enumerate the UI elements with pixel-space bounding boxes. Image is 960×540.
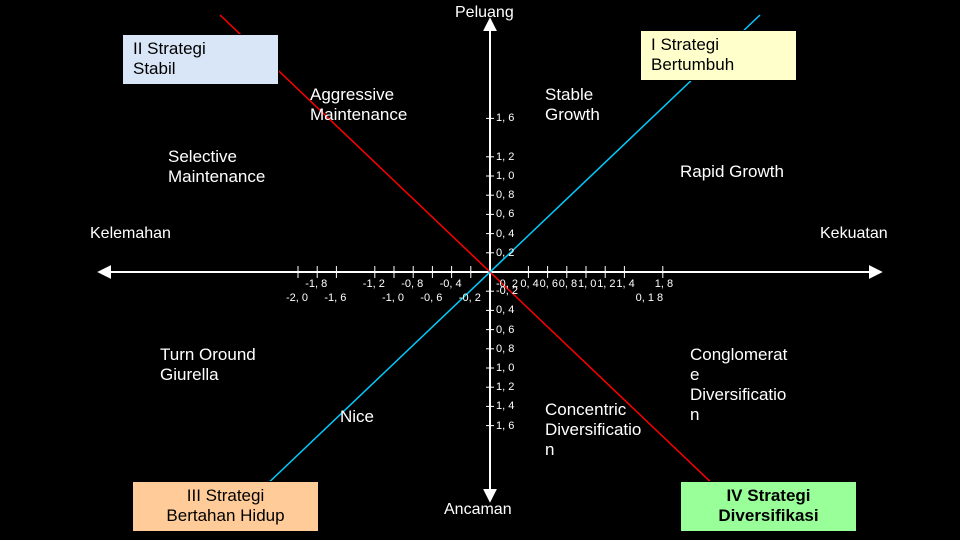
quadrant-3-box: III Strategi Bertahan Hidup	[132, 481, 319, 532]
y-tick-pos-5: 0, 4	[496, 228, 514, 240]
x-tick-neg-8: -0, 2	[459, 292, 481, 304]
x-tick-pos-1: 0, 6	[540, 278, 558, 290]
y-tick-pos-1: 1, 2	[496, 151, 514, 163]
y-tick-neg-4: 1, 0	[496, 362, 514, 374]
x-tick-neg-4: -1, 0	[382, 292, 404, 304]
x-tick-extra: 0, 1 8	[636, 292, 664, 304]
x-tick-neg-3: -1, 2	[363, 278, 385, 290]
y-tick-neg-6: 1, 4	[496, 400, 514, 412]
y-tick-neg-7: 1, 6	[496, 420, 514, 432]
strategy-turn: Turn Oround Giurella	[160, 345, 256, 385]
strategy-aggressive: Aggressive Maintenance	[310, 85, 407, 125]
strategy-nice: Nice	[340, 407, 374, 427]
x-tick-pos-5: 1, 4	[616, 278, 634, 290]
strategy-rapid: Rapid Growth	[680, 162, 784, 182]
x-tick-neg-0: -2, 0	[286, 292, 308, 304]
q2-line2: Stabil	[133, 59, 176, 78]
quadrant-4-box: IV Strategi Diversifikasi	[680, 481, 857, 532]
strategy-selective: Selective Maintenance	[168, 147, 265, 187]
q1-line2: Bertumbuh	[651, 55, 734, 74]
x-tick-neg-7: -0, 4	[440, 278, 462, 290]
strategy-stable: Stable Growth	[545, 85, 600, 125]
q2-line1: II Strategi	[133, 39, 206, 58]
x-tick-neg-1: -1, 8	[305, 278, 327, 290]
x-tick-neg-5: -0, 8	[401, 278, 423, 290]
y-tick-pos-2: 1, 0	[496, 170, 514, 182]
strategy-concentric: Concentric Diversificatio n	[545, 400, 641, 460]
axis-title-left: Kelemahan	[90, 225, 171, 243]
x-tick-neg-6: -0, 6	[420, 292, 442, 304]
q3-line1: III Strategi	[187, 486, 264, 505]
y-tick-neg-1: 0, 4	[496, 304, 514, 316]
y-tick-pos-0: 1, 6	[496, 112, 514, 124]
y-tick-pos-3: 0, 8	[496, 189, 514, 201]
q4-line1: IV Strategi	[726, 486, 810, 505]
y-tick-neg-5: 1, 2	[496, 381, 514, 393]
x-tick-pos-2: 0, 8	[559, 278, 577, 290]
x-tick-pos-3: 1, 0	[578, 278, 596, 290]
x-tick-pos-6: 1, 8	[655, 278, 673, 290]
axis-title-top: Peluang	[455, 4, 514, 22]
quadrant-2-box: II Strategi Stabil	[122, 34, 279, 85]
y-tick-pos-6: 0, 2	[496, 247, 514, 259]
x-tick-neg-2: -1, 6	[324, 292, 346, 304]
q3-line2: Bertahan Hidup	[166, 506, 284, 525]
strategy-conglomerate: Conglomerat e Diversificatio n	[690, 345, 787, 425]
quadrant-1-box: I Strategi Bertumbuh	[640, 30, 797, 81]
y-tick-neg-2: 0, 6	[496, 324, 514, 336]
y-tick-pos-4: 0, 6	[496, 208, 514, 220]
axis-title-bottom: Ancaman	[444, 501, 512, 519]
q4-line2: Diversifikasi	[718, 506, 818, 525]
x-tick-pos-0: 0, 4	[520, 278, 538, 290]
x-origin-neg-label: -0, 2	[496, 278, 518, 290]
axis-title-right: Kekuatan	[820, 225, 888, 243]
y-tick-neg-3: 0, 8	[496, 343, 514, 355]
q1-line1: I Strategi	[651, 35, 719, 54]
x-tick-pos-4: 1, 2	[597, 278, 615, 290]
swot-diagram: Peluang Ancaman Kelemahan Kekuatan II St…	[0, 0, 960, 540]
